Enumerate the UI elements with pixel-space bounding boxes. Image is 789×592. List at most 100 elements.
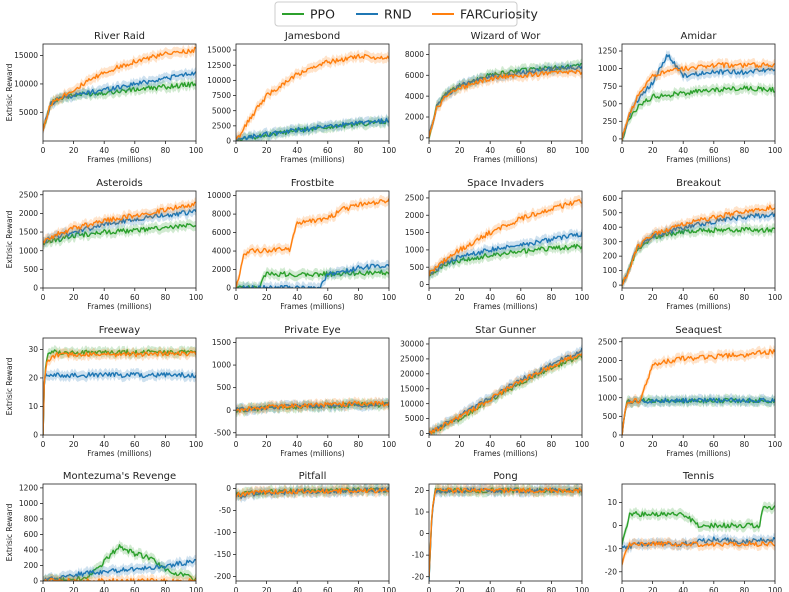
x-tick-label: 20 — [455, 586, 465, 592]
y-tick-label: 200 — [603, 252, 618, 261]
series-group — [622, 49, 775, 141]
series-group — [43, 197, 196, 250]
y-tick-label: 8000 — [212, 210, 231, 219]
y-tick-label: 1200 — [19, 483, 38, 492]
axes-frame — [235, 43, 390, 142]
x-tick-label: 80 — [547, 586, 557, 592]
y-tick-label: 7500 — [212, 91, 231, 100]
y-tick-label: 4000 — [212, 247, 231, 256]
x-tick-label: 100 — [575, 586, 590, 592]
band-rnd — [622, 393, 775, 435]
x-tick-label: 100 — [575, 146, 590, 155]
band-farcuriosity — [43, 346, 196, 435]
x-tick-label: 80 — [740, 146, 750, 155]
x-tick-label: 0 — [620, 440, 625, 449]
x-tick-label: 0 — [41, 146, 46, 155]
x-tick-label: 20 — [455, 440, 465, 449]
line-rnd — [236, 401, 389, 413]
panel-title: Space Invaders — [467, 178, 544, 189]
line-farcuriosity — [236, 487, 389, 498]
line-rnd — [236, 117, 389, 141]
x-tick-label: 60 — [323, 440, 333, 449]
line-ppo — [429, 487, 582, 579]
x-tick-label: 40 — [99, 440, 109, 449]
y-tick-label: 5000 — [405, 414, 424, 423]
series-group — [236, 484, 389, 504]
y-tick-label: 400 — [24, 546, 39, 555]
panel-freeway: Freeway 0 20 40 60 80 100 Frames (millions) 0 10 2… — [5, 325, 203, 458]
x-tick-label: 40 — [292, 586, 302, 592]
panel-title: Pitfall — [299, 471, 327, 482]
x-tick-label: 100 — [382, 146, 397, 155]
y-tick-label: 20 — [28, 374, 38, 383]
y-tick-label: 30 — [28, 345, 38, 354]
line-farcuriosity — [622, 540, 775, 565]
line-ppo — [622, 505, 775, 545]
line-rnd — [622, 54, 775, 140]
x-tick-label: 100 — [382, 586, 397, 592]
x-tick-label: 40 — [292, 293, 302, 302]
panel-tennis: Tennis020406080100Frames (millions)-20-1… — [605, 471, 783, 592]
x-tick-label: 60 — [516, 440, 526, 449]
x-axis-label: Frames (millions) — [280, 449, 344, 458]
x-tick-label: 20 — [455, 293, 465, 302]
series-group — [429, 343, 582, 435]
x-tick-label: 100 — [189, 586, 204, 592]
axes-frame — [428, 43, 583, 142]
x-tick-label: 60 — [130, 293, 140, 302]
x-tick-label: 100 — [382, 440, 397, 449]
y-tick-label: 8000 — [405, 50, 424, 59]
x-tick-label: 20 — [648, 293, 658, 302]
panel-title: Pong — [493, 471, 517, 482]
x-tick-label: 80 — [547, 146, 557, 155]
band-farcuriosity — [429, 484, 582, 581]
y-tick-label: 1000 — [19, 499, 38, 508]
x-tick-label: 40 — [678, 293, 688, 302]
x-axis-label: Frames (millions) — [666, 302, 730, 311]
panel-title: Freeway — [99, 325, 141, 336]
y-tick-label: 0 — [419, 133, 424, 142]
y-tick-label: 1000 — [405, 245, 424, 254]
axes-frame — [42, 483, 197, 582]
panel-space-invaders: Space Invaders 0 20 40 60 80 100 Frames (millio… — [405, 178, 589, 311]
y-tick-label: 1500 — [212, 338, 231, 347]
x-tick-label: 80 — [354, 586, 364, 592]
legend-frame — [274, 1, 518, 27]
y-tick-label: -100 — [214, 528, 231, 537]
y-tick-label: 5000 — [212, 106, 231, 115]
y-tick-label: 10000 — [400, 399, 424, 408]
series-group — [43, 44, 196, 137]
series-group — [429, 194, 582, 281]
y-tick-label: 500 — [603, 99, 618, 108]
x-tick-label: 100 — [768, 440, 783, 449]
line-ppo — [43, 223, 196, 246]
band-rnd — [236, 259, 389, 288]
line-ppo — [236, 269, 389, 288]
y-tick-label: 800 — [24, 515, 39, 524]
y-tick-label: 20000 — [400, 369, 424, 378]
y-tick-label: 500 — [410, 263, 425, 272]
x-tick-label: 0 — [427, 293, 432, 302]
y-tick-label: 2000 — [598, 356, 617, 365]
line-ppo — [622, 85, 775, 139]
series-group — [236, 396, 389, 418]
line-farcuriosity — [44, 577, 196, 581]
y-axis-label: Extrisic Reward — [5, 63, 14, 121]
x-tick-label: 20 — [69, 440, 79, 449]
line-rnd — [43, 209, 196, 244]
x-tick-label: 100 — [768, 293, 783, 302]
panel-asteroids: Asteroids 0 20 40 60 80 100 Frames (millions) 0 5… — [5, 178, 203, 311]
band-ppo — [43, 218, 196, 250]
axes-frame — [428, 337, 583, 436]
y-tick-label: 0 — [226, 484, 231, 493]
x-tick-label: 80 — [547, 440, 557, 449]
x-tick-label: 0 — [427, 586, 432, 592]
line-farcuriosity — [622, 204, 775, 286]
y-tick-label: 0 — [226, 137, 231, 146]
y-tick-label: 500 — [603, 208, 618, 217]
x-tick-label: 80 — [161, 440, 171, 449]
y-tick-label: 500 — [217, 383, 232, 392]
x-tick-label: 60 — [323, 293, 333, 302]
y-tick-label: 10 — [28, 402, 38, 411]
y-tick-label: 1000 — [598, 393, 617, 402]
